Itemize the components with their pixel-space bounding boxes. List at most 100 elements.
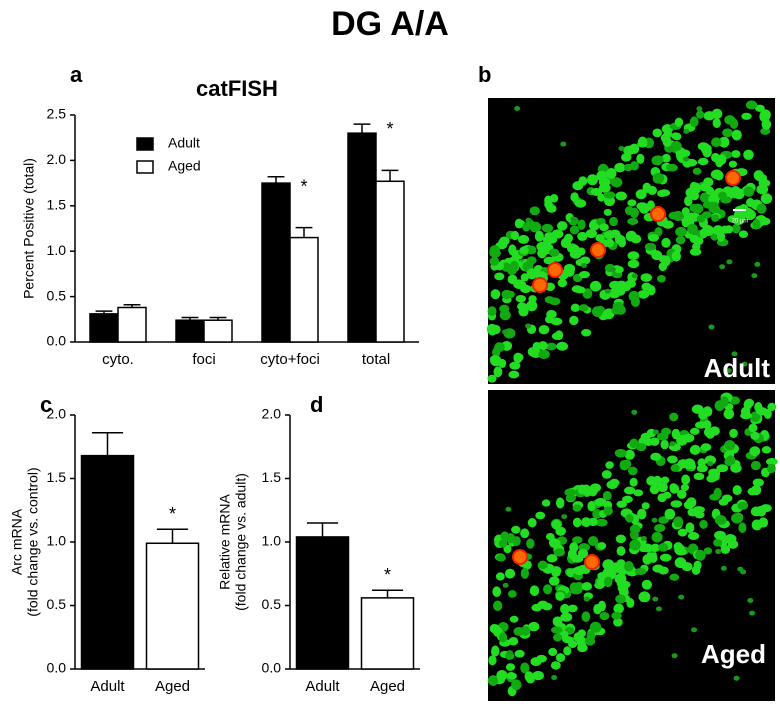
cell: [687, 508, 698, 517]
cell: [627, 199, 637, 207]
cell: [505, 506, 512, 512]
cell: [487, 374, 497, 383]
cell: [743, 186, 755, 197]
cell: [749, 446, 761, 457]
cell: [661, 255, 671, 267]
cell: [488, 655, 497, 666]
cell: [681, 474, 691, 485]
cell: [726, 259, 733, 265]
cell: [637, 140, 648, 148]
figure-title: DG A/A: [331, 5, 449, 43]
cell: [569, 315, 579, 326]
cell: [560, 612, 573, 622]
cell: [703, 547, 713, 555]
cell: [580, 484, 591, 496]
y-tick-label: 2.0: [47, 151, 67, 167]
cell: [686, 212, 696, 224]
labeled-cell: [590, 242, 606, 258]
cell: [652, 596, 659, 602]
y-tick-label: 0.5: [262, 596, 282, 612]
cell: [692, 203, 704, 214]
cell: [631, 273, 638, 279]
cell: [603, 506, 613, 516]
cell: [616, 579, 626, 588]
cell: [529, 221, 542, 233]
cell: [557, 221, 568, 231]
cell: [495, 572, 505, 581]
cell: [506, 290, 515, 299]
cell: [499, 304, 510, 313]
cell: [633, 489, 644, 497]
bar: [375, 180, 405, 343]
cell: [662, 491, 672, 499]
cell: [506, 672, 517, 680]
cell: [727, 539, 739, 549]
cell: [638, 591, 651, 603]
legend-label: Aged: [168, 158, 201, 174]
cell: [520, 662, 530, 674]
cell: [551, 675, 558, 681]
cell: [567, 604, 578, 613]
significance: *: [300, 176, 307, 196]
cell: [766, 458, 778, 466]
cell: [623, 163, 633, 172]
y-axis-label: (fold change vs. control): [25, 467, 41, 616]
cell: [701, 211, 712, 219]
cell: [520, 528, 530, 539]
cell: [573, 566, 585, 576]
labeled-cell: [725, 170, 741, 186]
cell: [651, 517, 658, 523]
cell: [512, 536, 521, 547]
y-tick-label: 0.0: [47, 333, 67, 349]
cell: [660, 439, 669, 450]
cell: [546, 205, 557, 213]
cell: [612, 301, 624, 310]
labeled-cell: [532, 277, 548, 293]
cell: [491, 645, 500, 657]
cell: [647, 233, 660, 242]
cell: [578, 271, 590, 279]
cell: [506, 650, 513, 656]
cell: [581, 517, 592, 528]
cell: [705, 186, 715, 196]
cell: [629, 524, 641, 534]
cell: [707, 461, 714, 467]
cell: [669, 573, 680, 581]
cell: [504, 568, 516, 579]
cell: [702, 406, 713, 417]
cell: [560, 237, 571, 249]
cell: [671, 653, 678, 659]
cell: [711, 214, 720, 222]
bar: [203, 319, 233, 343]
cell: [551, 332, 563, 340]
cell: [517, 234, 530, 244]
cell: [611, 611, 622, 620]
cell: [750, 460, 761, 471]
y-tick-label: 1.5: [47, 469, 67, 485]
cell: [751, 273, 758, 279]
cell: [560, 603, 570, 615]
cell: [555, 591, 565, 601]
cell: [491, 624, 500, 633]
cell: [738, 230, 749, 239]
cell: [733, 675, 740, 681]
cell: [608, 288, 621, 299]
cell: [685, 522, 695, 534]
cell: [628, 290, 640, 302]
cell: [691, 627, 698, 633]
cell: [657, 482, 668, 493]
y-tick-label: 0.0: [262, 660, 282, 676]
cell: [720, 565, 727, 571]
cell: [708, 468, 718, 477]
cell: [577, 643, 588, 653]
cell: [502, 582, 509, 588]
cell: [551, 519, 562, 530]
cell: [548, 297, 561, 306]
cell: [700, 443, 712, 452]
cell: [683, 500, 695, 510]
cell: [674, 544, 685, 555]
labeled-cell: [650, 206, 666, 222]
cell: [550, 661, 561, 670]
cell: [502, 329, 509, 335]
cell: [581, 582, 593, 591]
